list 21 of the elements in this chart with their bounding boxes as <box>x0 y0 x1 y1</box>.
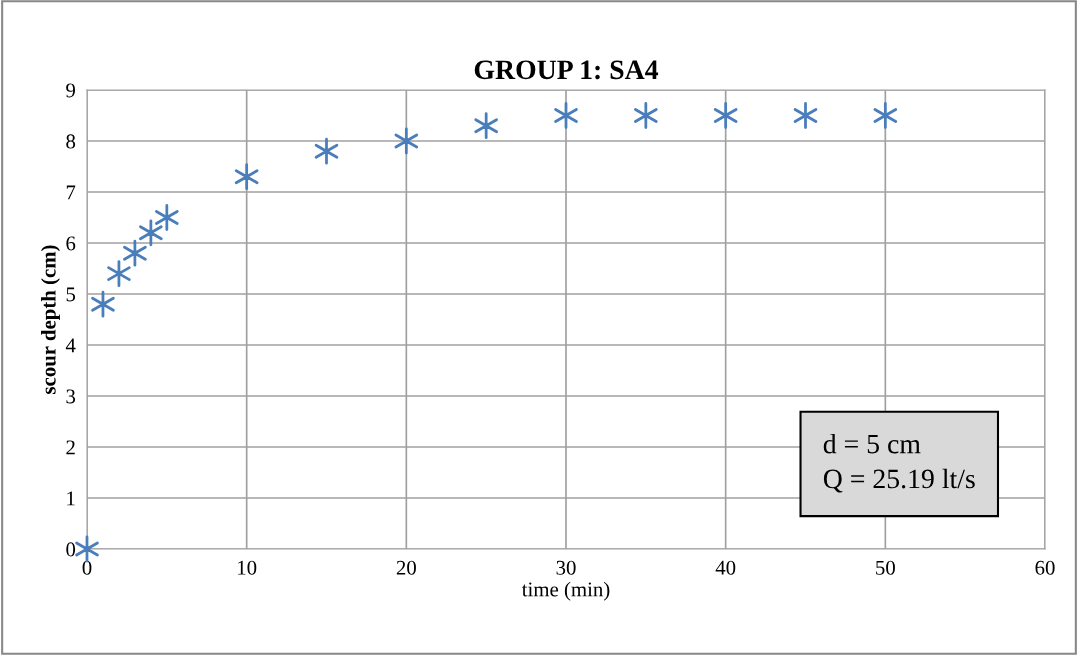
x-tick-label: 50 <box>876 560 895 575</box>
x-tick-label: 20 <box>396 560 416 575</box>
chart-title: GROUP 1: SA4 <box>474 60 659 80</box>
y-tick-label: 7 <box>66 185 76 200</box>
y-tick-label: 6 <box>66 236 76 251</box>
y-tick-label: 5 <box>66 287 76 302</box>
x-tick-label: 40 <box>715 560 736 575</box>
x-tick-label: 10 <box>238 560 257 575</box>
y-tick-label: 4 <box>65 338 76 353</box>
y-tick-label: 8 <box>66 134 76 149</box>
y-axis-title: scour depth (cm) <box>41 245 60 394</box>
x-tick-label: 30 <box>556 560 576 575</box>
y-tick-label: 3 <box>66 389 76 404</box>
x-tick-label: 0 <box>82 560 92 575</box>
y-tick-label: 2 <box>66 440 75 455</box>
x-axis-title: time (min) <box>521 581 610 601</box>
y-tick-label: 1 <box>67 491 75 506</box>
y-tick-label: 9 <box>66 83 76 98</box>
x-tick-label: 60 <box>1035 560 1055 575</box>
y-tick-label: 0 <box>66 542 76 557</box>
annotation: d = 5 cm Q = 25.19 lt/s <box>823 433 975 493</box>
